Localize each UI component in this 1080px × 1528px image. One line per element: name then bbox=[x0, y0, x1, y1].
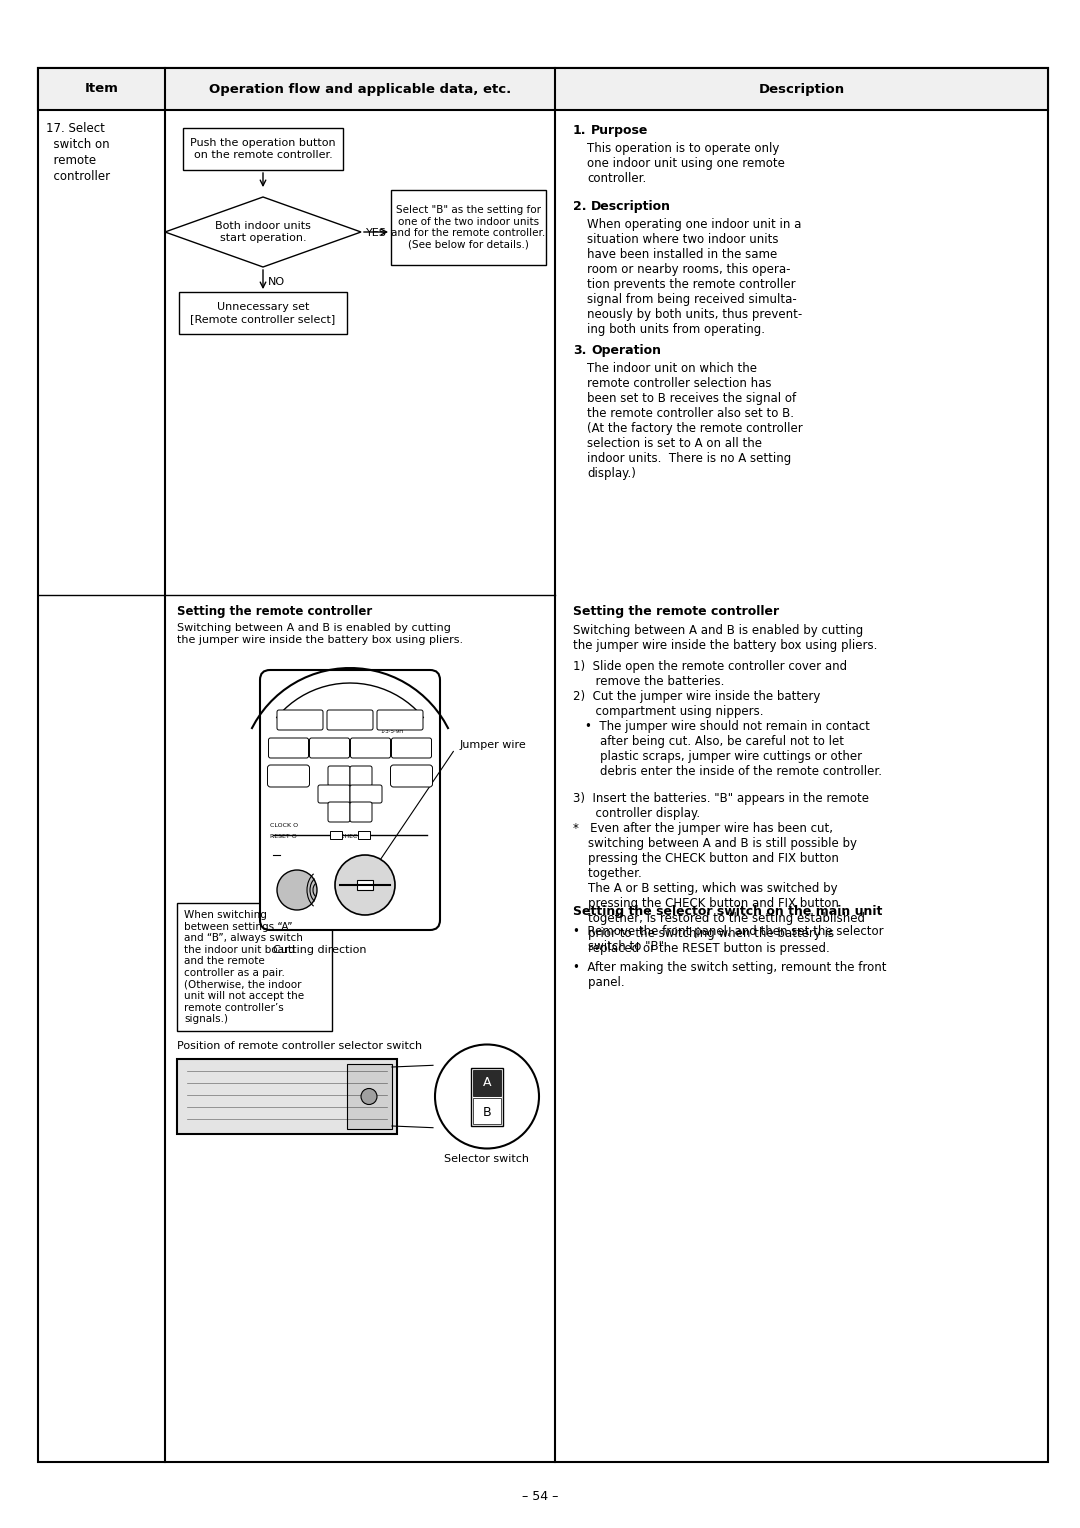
Text: 1.: 1. bbox=[573, 124, 586, 138]
Text: Setting the selector switch on the main unit: Setting the selector switch on the main … bbox=[573, 905, 882, 918]
Text: SWING: SWING bbox=[276, 746, 300, 750]
FancyBboxPatch shape bbox=[310, 738, 350, 758]
FancyBboxPatch shape bbox=[377, 711, 423, 730]
Text: The indoor unit on which the
remote controller selection has
been set to B recei: The indoor unit on which the remote cont… bbox=[588, 362, 802, 480]
Text: ▲: ▲ bbox=[359, 773, 364, 779]
Bar bbox=[183, 128, 343, 170]
FancyBboxPatch shape bbox=[328, 766, 350, 785]
FancyBboxPatch shape bbox=[391, 766, 432, 787]
Bar bbox=[177, 1059, 397, 1134]
Bar bbox=[177, 903, 332, 1031]
Text: Purpose: Purpose bbox=[591, 124, 648, 138]
Text: switch on: switch on bbox=[46, 138, 110, 151]
Text: Jumper wire: Jumper wire bbox=[460, 740, 527, 750]
Text: *   Even after the jumper wire has been cut,
    switching between A and B is st: * Even after the jumper wire has been cu… bbox=[573, 822, 865, 955]
Bar bbox=[330, 831, 342, 839]
Text: 2.: 2. bbox=[573, 200, 586, 212]
Text: Push the operation button
on the remote controller.: Push the operation button on the remote … bbox=[190, 138, 336, 160]
Text: MEMO: MEMO bbox=[389, 717, 410, 723]
Bar bbox=[473, 1070, 501, 1096]
Text: •  The jumper wire should not remain in contact
    after being cut. Also, be ca: • The jumper wire should not remain in c… bbox=[585, 720, 882, 778]
FancyBboxPatch shape bbox=[391, 738, 432, 758]
Text: Setting the remote controller: Setting the remote controller bbox=[177, 605, 373, 617]
Text: Switching between A and B is enabled by cutting
the jumper wire inside the batte: Switching between A and B is enabled by … bbox=[177, 623, 463, 645]
Text: RESET O: RESET O bbox=[270, 834, 297, 839]
Bar bbox=[357, 880, 373, 889]
Text: FAN: FAN bbox=[364, 746, 377, 750]
Text: FIX: FIX bbox=[324, 746, 335, 750]
Bar bbox=[391, 189, 546, 264]
FancyBboxPatch shape bbox=[318, 785, 350, 804]
Text: 1·3·5·9H: 1·3·5·9H bbox=[380, 729, 404, 733]
Text: CLOCK O: CLOCK O bbox=[270, 824, 299, 828]
Polygon shape bbox=[165, 197, 361, 267]
Text: ECO: ECO bbox=[342, 717, 357, 723]
Text: 17. Select: 17. Select bbox=[46, 122, 105, 134]
Text: •  Remove the front panel, and then set the selector
    switch to "B".: • Remove the front panel, and then set t… bbox=[573, 924, 883, 953]
Text: Item: Item bbox=[84, 83, 119, 95]
Text: Operation: Operation bbox=[591, 344, 661, 358]
FancyBboxPatch shape bbox=[350, 802, 372, 822]
FancyBboxPatch shape bbox=[276, 711, 323, 730]
Text: Select "B" as the setting for
one of the two indoor units
and for the remote con: Select "B" as the setting for one of the… bbox=[391, 205, 545, 251]
Text: B: B bbox=[483, 1106, 491, 1120]
Text: 2)  Cut the jumper wire inside the battery
      compartment using nippers.: 2) Cut the jumper wire inside the batter… bbox=[573, 691, 821, 718]
Text: ▼: ▼ bbox=[336, 808, 341, 814]
Text: remote: remote bbox=[46, 154, 96, 167]
Text: CHECK O: CHECK O bbox=[340, 834, 368, 839]
Text: Description: Description bbox=[591, 200, 671, 212]
Bar bbox=[471, 1068, 503, 1126]
Circle shape bbox=[361, 1088, 377, 1105]
FancyBboxPatch shape bbox=[268, 766, 310, 787]
Text: ▼: ▼ bbox=[359, 808, 364, 814]
Text: HPOWER: HPOWER bbox=[285, 717, 315, 723]
Text: 1)  Slide open the remote controller cover and
      remove the batteries.: 1) Slide open the remote controller cove… bbox=[573, 660, 847, 688]
Text: Unnecessary set
[Remote controller select]: Unnecessary set [Remote controller selec… bbox=[190, 303, 336, 324]
Text: Operation flow and applicable data, etc.: Operation flow and applicable data, etc. bbox=[208, 83, 511, 95]
Circle shape bbox=[435, 1045, 539, 1149]
Text: ▲: ▲ bbox=[336, 773, 341, 779]
Text: Selector switch: Selector switch bbox=[445, 1154, 529, 1163]
Text: •  After making the switch setting, remount the front
    panel.: • After making the switch setting, remou… bbox=[573, 961, 887, 989]
Text: SLEEP: SLEEP bbox=[401, 746, 422, 750]
Text: When switching
between settings “A”
and “B”, always switch
the indoor unit board: When switching between settings “A” and … bbox=[184, 911, 305, 1024]
FancyBboxPatch shape bbox=[328, 802, 350, 822]
Circle shape bbox=[335, 856, 395, 915]
Text: 3)  Insert the batteries. "B" appears in the remote
      controller display.: 3) Insert the batteries. "B" appears in … bbox=[573, 792, 869, 821]
Text: Description: Description bbox=[758, 83, 845, 95]
Text: CLR: CLR bbox=[281, 772, 296, 781]
Text: Setting the remote controller: Setting the remote controller bbox=[573, 605, 779, 617]
Text: Cutting direction: Cutting direction bbox=[273, 944, 367, 955]
FancyBboxPatch shape bbox=[269, 738, 309, 758]
Text: controller: controller bbox=[46, 170, 110, 183]
Text: ON: ON bbox=[328, 790, 340, 799]
Bar bbox=[179, 292, 347, 335]
FancyBboxPatch shape bbox=[350, 766, 372, 785]
Text: SET: SET bbox=[404, 772, 419, 781]
Text: YES: YES bbox=[366, 228, 387, 238]
Text: OFF: OFF bbox=[359, 790, 374, 799]
Text: When operating one indoor unit in a
situation where two indoor units
have been i: When operating one indoor unit in a situ… bbox=[588, 219, 802, 336]
Bar bbox=[357, 831, 370, 839]
Text: NO: NO bbox=[268, 277, 285, 287]
Text: Switching between A and B is enabled by cutting
the jumper wire inside the batte: Switching between A and B is enabled by … bbox=[573, 623, 877, 652]
Text: – 54 –: – 54 – bbox=[522, 1490, 558, 1504]
Text: Position of remote controller selector switch: Position of remote controller selector s… bbox=[177, 1041, 422, 1051]
Text: This operation is to operate only
one indoor unit using one remote
controller.: This operation is to operate only one in… bbox=[588, 142, 785, 185]
Bar bbox=[473, 1097, 501, 1123]
Text: 3.: 3. bbox=[573, 344, 586, 358]
Text: A: A bbox=[483, 1076, 491, 1088]
Bar bbox=[347, 1063, 392, 1129]
Text: Both indoor units
start operation.: Both indoor units start operation. bbox=[215, 222, 311, 243]
FancyBboxPatch shape bbox=[351, 738, 391, 758]
Circle shape bbox=[276, 869, 318, 911]
FancyBboxPatch shape bbox=[350, 785, 382, 804]
FancyBboxPatch shape bbox=[260, 669, 440, 931]
Bar bbox=[38, 69, 1048, 110]
FancyBboxPatch shape bbox=[327, 711, 373, 730]
